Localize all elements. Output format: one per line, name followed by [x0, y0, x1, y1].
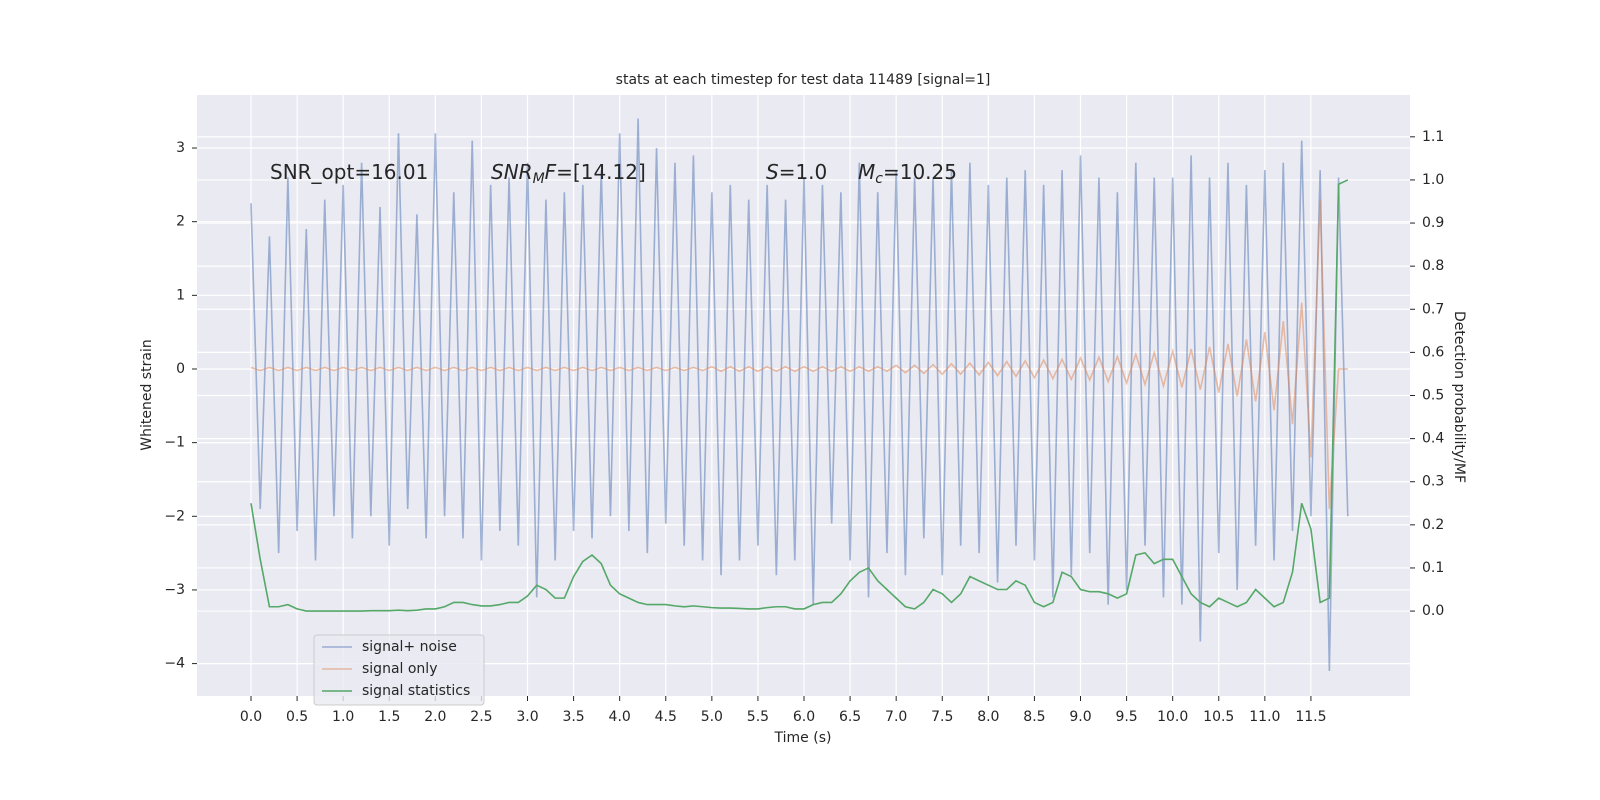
- chart-title: stats at each timestep for test data 114…: [616, 72, 991, 88]
- x-tick-label: 11.5: [1295, 709, 1326, 725]
- y-tick-label: 0: [176, 361, 185, 377]
- annotation: SNRMF=[14.12]: [491, 160, 646, 188]
- annotation-part: M: [533, 171, 545, 187]
- y2-tick-label: 1.0: [1422, 172, 1444, 188]
- series-line: [250, 199, 1348, 509]
- y-tick-label: 3: [176, 140, 185, 156]
- annotation-part: =10.25: [883, 160, 957, 184]
- annotation-part: =[14.12]: [556, 160, 646, 184]
- x-tick-label: 6.5: [839, 709, 861, 725]
- x-tick-label: 1.5: [378, 709, 400, 725]
- legend-label: signal+ noise: [362, 639, 457, 655]
- y2-axis-label: Detection probability/MF: [1451, 311, 1467, 483]
- x-tick-label: 0.0: [240, 709, 262, 725]
- annotation-part: S: [766, 160, 779, 184]
- y2-tick-label: 0.8: [1422, 258, 1444, 274]
- legend-label: signal statistics: [362, 683, 470, 699]
- annotation-part: c: [875, 171, 883, 187]
- x-tick-label: 5.0: [701, 709, 723, 725]
- y-axis-label: Whitened strain: [139, 339, 155, 450]
- x-tick-label: 7.0: [885, 709, 907, 725]
- x-tick-label: 3.5: [562, 709, 584, 725]
- legend: signal+ noise signal only signal statistic…: [313, 634, 485, 706]
- x-tick-label: 8.0: [977, 709, 999, 725]
- x-tick-label: 9.0: [1069, 709, 1091, 725]
- legend-label: signal only: [362, 661, 437, 677]
- annotation-part: SNR_opt=16.01: [270, 160, 428, 184]
- annotation: Mc=10.25: [858, 160, 957, 188]
- x-tick-label: 3.0: [516, 709, 538, 725]
- y2-tick-label: 1.1: [1422, 129, 1444, 145]
- legend-box: [313, 634, 485, 706]
- x-tick-label: 7.5: [931, 709, 953, 725]
- x-tick-label: 2.0: [424, 709, 446, 725]
- y-tick-label: −3: [164, 582, 185, 598]
- x-tick-label: 4.0: [609, 709, 631, 725]
- annotation-part: =1.0: [779, 160, 828, 184]
- annotation: S=1.0: [766, 160, 827, 184]
- annotation-part: F: [545, 160, 557, 184]
- y2-tick-label: 0.9: [1422, 215, 1444, 231]
- x-tick-label: 10.0: [1157, 709, 1188, 725]
- y2-tick-label: 0.4: [1422, 431, 1444, 447]
- annotation-part: SNR: [491, 160, 533, 184]
- x-tick-label: 4.5: [655, 709, 677, 725]
- annotation: SNR_opt=16.01: [270, 160, 428, 184]
- x-tick-label: 9.5: [1115, 709, 1137, 725]
- x-axis-label: Time (s): [774, 730, 832, 746]
- y2-tick-label: 0.6: [1422, 344, 1444, 360]
- y-tick-label: −4: [164, 656, 185, 672]
- y2-tick-label: 0.5: [1422, 388, 1444, 404]
- x-tick-label: 0.5: [286, 709, 308, 725]
- y2-tick-label: 0.0: [1422, 603, 1444, 619]
- y-tick-label: 2: [176, 214, 185, 230]
- y-tick-label: −2: [164, 508, 185, 524]
- y2-tick-label: 0.7: [1422, 301, 1444, 317]
- x-tick-label: 8.5: [1023, 709, 1045, 725]
- x-tick-label: 1.0: [332, 709, 354, 725]
- x-tick-label: 5.5: [747, 709, 769, 725]
- series-line: [250, 179, 1349, 612]
- y2-tick-label: 0.1: [1422, 560, 1444, 576]
- x-tick-label: 6.0: [793, 709, 815, 725]
- x-tick-label: 10.5: [1203, 709, 1234, 725]
- x-tick-label: 2.5: [470, 709, 492, 725]
- annotation-part: M: [858, 160, 875, 184]
- x-tick-label: 11.0: [1249, 709, 1280, 725]
- y-tick-label: 1: [176, 287, 185, 303]
- y-tick-label: −1: [164, 435, 185, 451]
- y2-tick-label: 0.2: [1422, 517, 1444, 533]
- y2-tick-label: 0.3: [1422, 474, 1444, 490]
